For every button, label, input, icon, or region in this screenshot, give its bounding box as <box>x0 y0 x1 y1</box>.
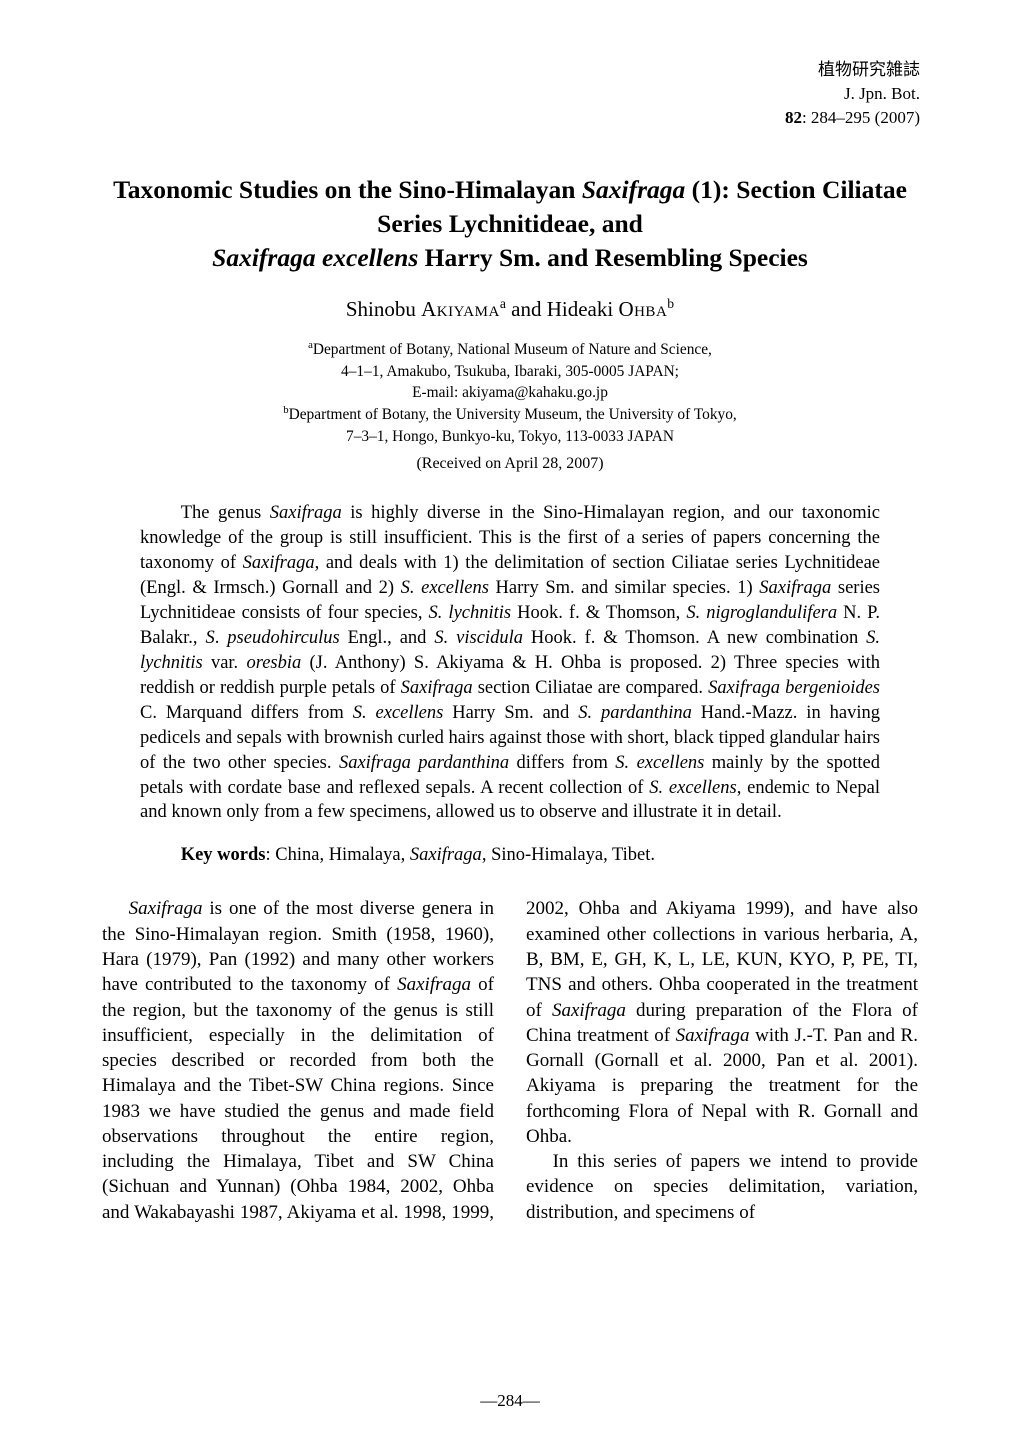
title-seg: Harry Sm. and Resembling Species <box>418 243 808 272</box>
abs-seg: Hook. f. & Thomson. A new combination <box>523 628 866 648</box>
author-first: Hideaki <box>547 297 619 321</box>
abs-ital: S. excellens <box>615 753 704 773</box>
keywords-label: Key words <box>181 845 266 865</box>
affil-line: Department of Botany, National Museum of… <box>313 341 712 358</box>
author-joiner: and <box>506 297 547 321</box>
abs-ital: Saxifraga pardanthina <box>339 753 509 773</box>
abs-ital: S <box>205 628 214 648</box>
page-number: —284— <box>0 1391 1020 1411</box>
abs-ital: S. nigroglandulifera <box>686 603 837 623</box>
abs-ital: S. lychnitis <box>429 603 512 623</box>
abs-seg: Harry Sm. and <box>443 703 578 723</box>
abs-seg: The genus <box>181 503 270 523</box>
body-ital: Saxifraga <box>129 898 203 919</box>
running-head: 植物研究雑誌 J. Jpn. Bot. 82: 284–295 (2007) <box>100 58 920 129</box>
author-affil-mark: b <box>667 296 674 311</box>
running-head-journal: J. Jpn. Bot. <box>100 82 920 106</box>
abs-seg: Harry Sm. and similar species. 1) <box>489 578 759 598</box>
affiliations: aDepartment of Botany, National Museum o… <box>100 338 920 447</box>
abs-seg: var. <box>203 653 247 673</box>
abs-ital: Saxifraga <box>759 578 831 598</box>
affil-line: 4–1–1, Amakubo, Tsukuba, Ibaraki, 305-00… <box>341 363 679 380</box>
abs-ital: S. excellens <box>353 703 444 723</box>
abs-ital: Saxifraga <box>270 503 342 523</box>
keywords: Key words: China, Himalaya, Saxifraga, S… <box>140 845 880 866</box>
body-ital: Saxifraga <box>397 974 471 995</box>
running-head-pages: : 284–295 (2007) <box>802 108 920 127</box>
abstract: The genus Saxifraga is highly diverse in… <box>140 501 880 826</box>
abs-ital: Saxifraga <box>243 553 315 573</box>
article-title: Taxonomic Studies on the Sino-Himalayan … <box>110 173 910 274</box>
page: 植物研究雑誌 J. Jpn. Bot. 82: 284–295 (2007) T… <box>0 0 1020 1441</box>
affil-line: Department of Botany, the University Mus… <box>289 406 737 423</box>
abstract-para: The genus Saxifraga is highly diverse in… <box>140 501 880 826</box>
abs-seg: section Ciliatae are compared. <box>473 678 708 698</box>
abs-ital: oresbia <box>246 653 301 673</box>
running-head-jp: 植物研究雑誌 <box>100 58 920 82</box>
body-para: In this series of papers we intend to pr… <box>526 1149 918 1225</box>
title-species: Saxifraga excellens <box>212 243 418 272</box>
abs-seg: Hook. f. & Thomson, <box>511 603 686 623</box>
body-ital: Saxifraga <box>676 1025 750 1046</box>
author-surname: Akiyama <box>421 297 500 321</box>
running-head-cite: 82: 284–295 (2007) <box>100 106 920 130</box>
abs-seg: . <box>215 628 228 648</box>
keywords-ital: Saxifraga <box>410 845 482 865</box>
body-ital: Saxifraga <box>552 1000 626 1021</box>
abs-ital: Saxifraga bergenioides <box>708 678 880 698</box>
body-text: Saxifraga is one of the most diverse gen… <box>102 896 918 1224</box>
affil-email: E-mail: akiyama@kahaku.go.jp <box>412 384 608 401</box>
abs-seg: Engl., and <box>340 628 435 648</box>
abs-seg: differs from <box>509 753 615 773</box>
abs-ital: pseudohirculus <box>227 628 339 648</box>
abs-ital: S. viscidula <box>434 628 523 648</box>
abs-ital: S. pardanthina <box>578 703 692 723</box>
title-genus: Saxifraga <box>582 175 685 204</box>
keywords-seg: : China, Himalaya, <box>265 845 409 865</box>
authors: Shinobu Akiyamaa and Hideaki Ohbab <box>100 296 920 322</box>
running-head-vol: 82 <box>785 108 802 127</box>
abs-seg: C. Marquand differs from <box>140 703 353 723</box>
keywords-seg: , Sino-Himalaya, Tibet. <box>482 845 655 865</box>
received-date: (Received on April 28, 2007) <box>100 455 920 473</box>
author-first: Shinobu <box>346 297 421 321</box>
abs-ital: Saxifraga <box>401 678 473 698</box>
body-seg: In this series of papers we intend to pr… <box>526 1151 918 1223</box>
author-surname: Ohba <box>618 297 667 321</box>
title-seg: Taxonomic Studies on the Sino-Himalayan <box>113 175 582 204</box>
abs-ital: S. excellens <box>649 778 736 798</box>
abs-ital: S. excellens <box>401 578 489 598</box>
affil-line: 7–3–1, Hongo, Bunkyo-ku, Tokyo, 113-0033… <box>346 428 674 445</box>
